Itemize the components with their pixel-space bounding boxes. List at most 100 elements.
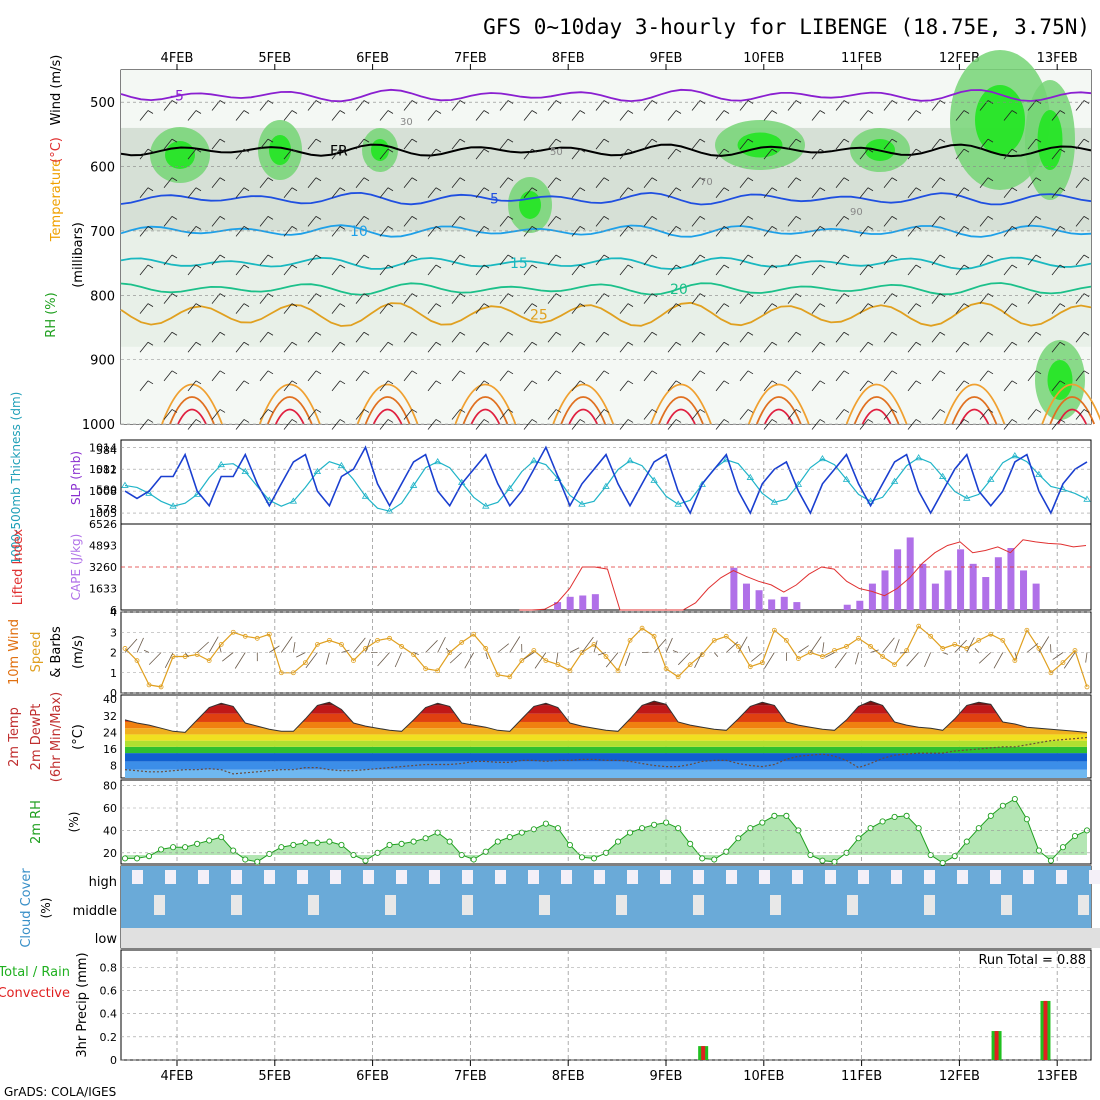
temp-color-band (125, 761, 1087, 770)
rh-point (639, 825, 646, 832)
wind-barb (1003, 187, 1018, 199)
wind-speed-point (952, 642, 958, 647)
wind-speed-point (459, 639, 465, 645)
thickness-marker (289, 497, 298, 504)
wind-barb (379, 187, 394, 199)
wind-barb (139, 148, 154, 160)
cloud-gap-low (748, 928, 759, 948)
temp-ylabel: (6hr Min/Max) (49, 692, 64, 782)
cloud-gap-high (891, 870, 902, 884)
wind-barb (427, 226, 442, 237)
wind-barb-10m (208, 636, 219, 653)
wind-speed-point (134, 658, 140, 663)
wind-barb (667, 341, 682, 353)
cloud-gap-low (935, 928, 946, 948)
boundary-isotherm (356, 383, 419, 425)
wind-barb (283, 148, 298, 160)
cloud-gap-low (715, 928, 726, 948)
cloud-gap-low (1023, 928, 1034, 948)
wind-barb (955, 419, 970, 430)
precip-tick-label: 0.2 (100, 1031, 118, 1044)
wind-barb-10m (143, 649, 150, 653)
wind-barb (931, 138, 946, 150)
wind-barb (1075, 331, 1090, 343)
li-tick-label: 0 (110, 561, 117, 574)
wind-barb (739, 216, 754, 227)
wind-barb (187, 187, 202, 199)
wind-barb-10m (713, 652, 719, 657)
date-label-bottom: 5FEB (258, 1069, 291, 1084)
wind-barb (1075, 409, 1090, 420)
wind-barb-10m (234, 652, 246, 669)
date-label-top: 13FEB (1037, 51, 1078, 66)
boundary-isotherm (1049, 396, 1096, 425)
wind-barb (451, 216, 466, 227)
cloud-gap-low (770, 928, 781, 948)
wind-barb (859, 226, 874, 237)
cape-bar (1007, 548, 1015, 610)
cape-bar (768, 599, 776, 610)
date-label-bottom: 11FEB (841, 1069, 882, 1084)
wind-barb (235, 303, 250, 314)
rh-point (206, 837, 213, 844)
li-tick-label: -3 (106, 540, 117, 553)
wind-barb (451, 331, 466, 343)
wind-barb (811, 264, 826, 276)
boundary-isotherm (161, 383, 223, 425)
cloud-gap-low (660, 928, 671, 948)
rh-point (326, 838, 333, 845)
thickness-marker (578, 500, 586, 507)
rh-point (158, 846, 165, 853)
cape-bar (780, 596, 788, 610)
wind-barb (883, 409, 898, 420)
upper-air-panel: -5 FR 5 10 15 20 25 500 600 700 800 900 1000 30 50 70 90… (44, 50, 1100, 433)
cape-bar (969, 563, 977, 610)
rh-point (783, 812, 790, 819)
cloud-gap-high (264, 870, 275, 884)
wind-barb (1027, 138, 1042, 150)
wind-tick-label: 4 (110, 606, 117, 619)
wind-speed-point (771, 627, 777, 633)
cloud-gap-high (396, 870, 407, 884)
wind-barb (379, 110, 394, 121)
wind-barb (1003, 110, 1018, 121)
wind-barb (691, 254, 706, 266)
wind-barb (139, 226, 154, 237)
cape-bar (919, 563, 927, 610)
boundary-isotherm (763, 408, 794, 425)
rh-contour-label: 50 (550, 147, 563, 158)
cloud-panel: high middle low Cloud Cover (%) (19, 866, 1100, 948)
wind-speed-point (832, 648, 837, 653)
cape-tick-label: 326 (89, 561, 110, 574)
wind-speed-point (339, 642, 344, 647)
rh-point (747, 825, 754, 832)
rh-point (410, 838, 417, 845)
rh-point (1047, 857, 1054, 864)
cloud-gap-middle (154, 895, 165, 915)
rh-point (554, 825, 561, 832)
cloud-gap-high (858, 870, 869, 884)
wind-barb-10m (822, 642, 825, 653)
cloud-gap-low (792, 928, 803, 948)
wind-barb (355, 331, 370, 343)
rh-point (1023, 816, 1030, 823)
wind-barb (715, 380, 730, 392)
wind-speed-point (844, 644, 849, 649)
rh-point (663, 819, 670, 826)
wind-barb (763, 303, 778, 314)
rh-tick-label: 40 (103, 824, 117, 837)
wind-barb-10m (1014, 652, 1018, 659)
cape-bar (894, 549, 902, 610)
slp-thickness-panel: 584 582 580 578 1014 1011 1008 1005 1000-500mb T… (9, 392, 1091, 564)
wind-barb (379, 419, 394, 430)
cloud-gap-low (847, 928, 858, 948)
wind-barb (475, 110, 490, 121)
cloud-gap-high (1056, 870, 1067, 884)
cloud-gap-low (286, 928, 297, 948)
cloud-gap-middle (770, 895, 781, 915)
thickness-marker (1035, 470, 1043, 477)
cape-bar (982, 577, 990, 610)
wind-barb-10m (523, 652, 535, 660)
rh-point (446, 838, 453, 845)
wind-barb (979, 138, 994, 150)
